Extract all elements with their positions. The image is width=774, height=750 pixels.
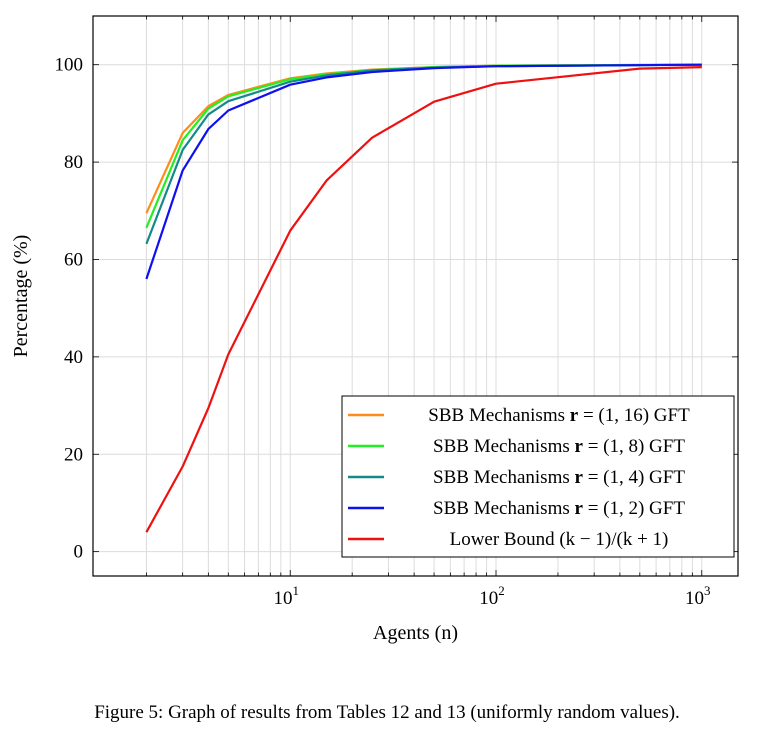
- series-line-4: [145, 63, 702, 280]
- plot-frame: [92, 15, 739, 577]
- series-line-3: [145, 63, 702, 245]
- legend-entry-5: Lower Bound (k − 1)/(k + 1): [450, 529, 669, 550]
- legend-entry-1: SBB Mechanisms r = (1, 16) GFT: [428, 405, 690, 426]
- legend-entry-3: SBB Mechanisms r = (1, 4) GFT: [433, 467, 685, 488]
- legend-entry-2: SBB Mechanisms r = (1, 8) GFT: [433, 436, 685, 457]
- legend-box: [341, 395, 735, 558]
- x-tick-label: 102: [479, 583, 505, 609]
- y-tick-label: 80: [64, 152, 83, 173]
- y-axis-label: Percentage (%): [10, 235, 32, 358]
- y-tick-label: 20: [64, 444, 83, 465]
- y-tick-label: 100: [55, 55, 84, 76]
- x-tick-exponent: 3: [704, 583, 711, 598]
- x-tick-label: 101: [273, 583, 299, 609]
- x-tick-label: 103: [685, 583, 711, 609]
- x-tick-exponent: 2: [498, 583, 505, 598]
- y-tick-label: 40: [64, 347, 83, 368]
- series-lines: [145, 63, 702, 533]
- y-tick-label: 0: [74, 542, 84, 563]
- legend-entry-4: SBB Mechanisms r = (1, 2) GFT: [433, 498, 685, 519]
- line-chart: 0 20 40 60 80 100 101 102 103 SBB Mechanisms r =…: [10, 15, 739, 644]
- legend: SBB Mechanisms r = (1, 16) GFT SBB Mechan…: [341, 395, 735, 558]
- series-line-2: [145, 63, 702, 229]
- x-tick-exponent: 1: [292, 583, 299, 598]
- x-axis-label: Agents (n): [373, 622, 458, 644]
- series-line-5: [145, 66, 702, 533]
- y-tick-label: 60: [64, 249, 83, 270]
- series-line-1: [145, 63, 702, 214]
- figure-caption: Figure 5: Graph of results from Tables 1…: [94, 702, 680, 723]
